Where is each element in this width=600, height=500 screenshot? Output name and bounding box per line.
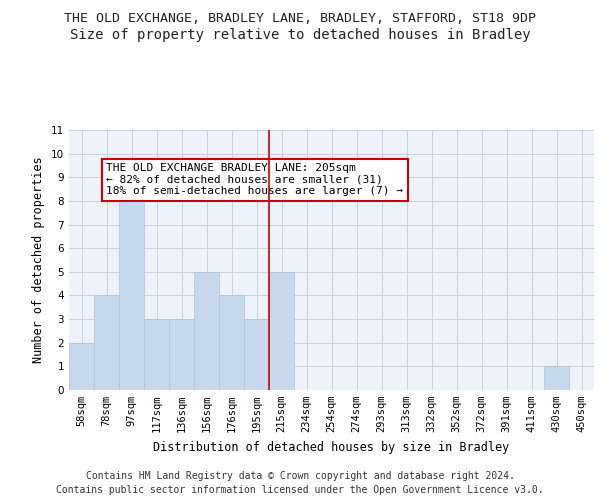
Bar	[194, 272, 219, 390]
Bar	[219, 296, 244, 390]
Bar	[544, 366, 569, 390]
Text: THE OLD EXCHANGE, BRADLEY LANE, BRADLEY, STAFFORD, ST18 9DP: THE OLD EXCHANGE, BRADLEY LANE, BRADLEY,…	[64, 12, 536, 26]
Bar	[144, 319, 169, 390]
Bar	[269, 272, 294, 390]
Text: Size of property relative to detached houses in Bradley: Size of property relative to detached ho…	[70, 28, 530, 42]
Bar	[244, 319, 269, 390]
Text: Contains HM Land Registry data © Crown copyright and database right 2024.: Contains HM Land Registry data © Crown c…	[86, 471, 514, 481]
X-axis label: Distribution of detached houses by size in Bradley: Distribution of detached houses by size …	[154, 440, 509, 454]
Bar	[69, 342, 94, 390]
Text: THE OLD EXCHANGE BRADLEY LANE: 205sqm
← 82% of detached houses are smaller (31)
: THE OLD EXCHANGE BRADLEY LANE: 205sqm ← …	[107, 163, 404, 196]
Bar	[169, 319, 194, 390]
Bar	[119, 178, 144, 390]
Y-axis label: Number of detached properties: Number of detached properties	[32, 156, 46, 364]
Text: Contains public sector information licensed under the Open Government Licence v3: Contains public sector information licen…	[56, 485, 544, 495]
Bar	[94, 296, 119, 390]
